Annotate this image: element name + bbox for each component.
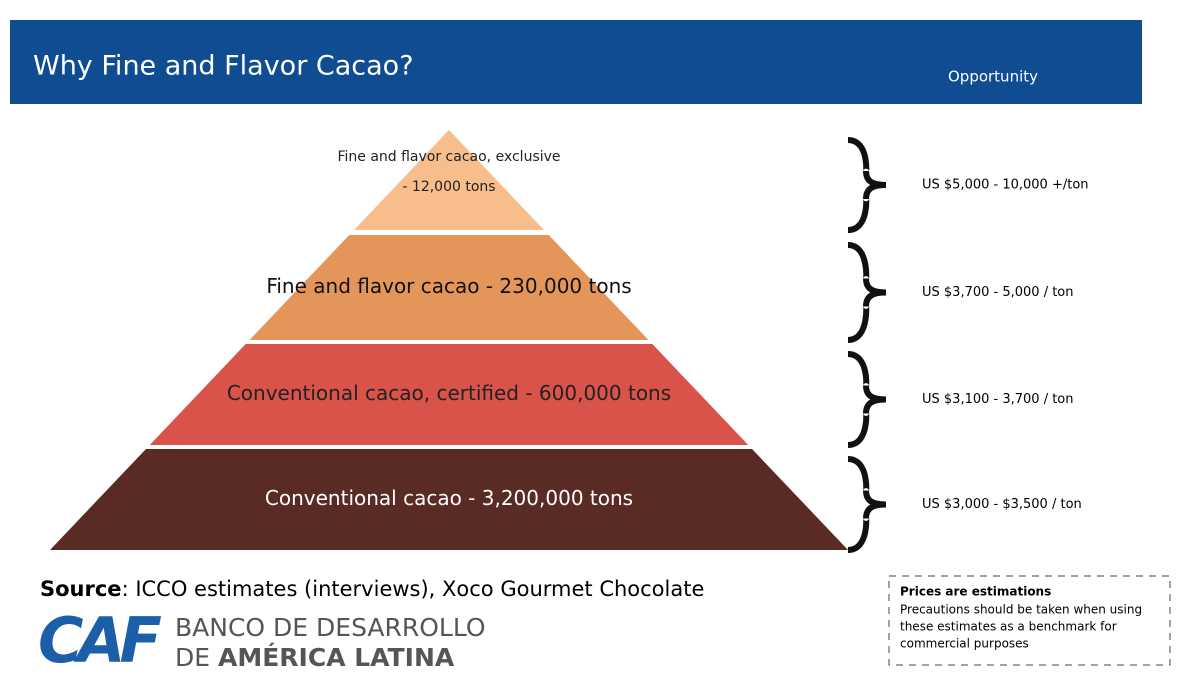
brace	[847, 351, 887, 448]
brace	[847, 137, 887, 233]
note-title: Prices are estimations	[900, 585, 1051, 599]
brace	[847, 242, 887, 343]
logo-line1: BANCO DE DESARROLLO	[175, 613, 486, 642]
level-label: - 12,000 tons	[402, 179, 495, 195]
note-line: these estimates as a benchmark for	[900, 620, 1117, 634]
price-label: US $3,000 - $3,500 / ton	[922, 497, 1082, 512]
price-label: US $3,100 - 3,700 / ton	[922, 392, 1074, 407]
source-label: Source	[40, 577, 122, 601]
price-label: US $3,700 - 5,000 / ton	[922, 285, 1074, 300]
level-label: Conventional cacao - 3,200,000 tons	[265, 486, 633, 510]
brace	[847, 456, 887, 553]
level-label: Conventional cacao, certified - 600,000 …	[227, 381, 671, 405]
header-bar	[10, 20, 1142, 104]
logo-mark: CAF	[38, 604, 161, 677]
pyramid-level	[50, 449, 848, 550]
level-label: Fine and flavor cacao - 230,000 tons	[266, 274, 631, 298]
note-line: commercial purposes	[900, 637, 1029, 651]
source: Source: ICCO estimates (interviews), Xoc…	[40, 577, 704, 601]
logo-line2: DE AMÉRICA LATINA	[175, 643, 455, 672]
note-lines: Precautions should be taken when using th…	[900, 603, 1142, 651]
price-label: US $5,000 - 10,000 +/ton	[922, 178, 1089, 193]
pyramid-level	[354, 130, 544, 230]
logo-de: DE	[175, 643, 210, 672]
logo-bold: AMÉRICA LATINA	[218, 643, 455, 672]
pyramid-level	[249, 235, 649, 340]
title: Why Fine and Flavor Cacao?	[33, 51, 414, 82]
opportunity-label: Opportunity	[948, 68, 1038, 86]
level-label: Fine and flavor cacao, exclusive	[337, 149, 560, 165]
note-line: Precautions should be taken when using	[900, 603, 1142, 617]
source-text: : ICCO estimates (interviews), Xoco Gour…	[122, 577, 705, 601]
pyramid-level	[149, 344, 749, 445]
note-box	[888, 575, 1171, 666]
pyramid: Fine and flavor cacao, exclusive - 12,000…	[50, 130, 1089, 553]
